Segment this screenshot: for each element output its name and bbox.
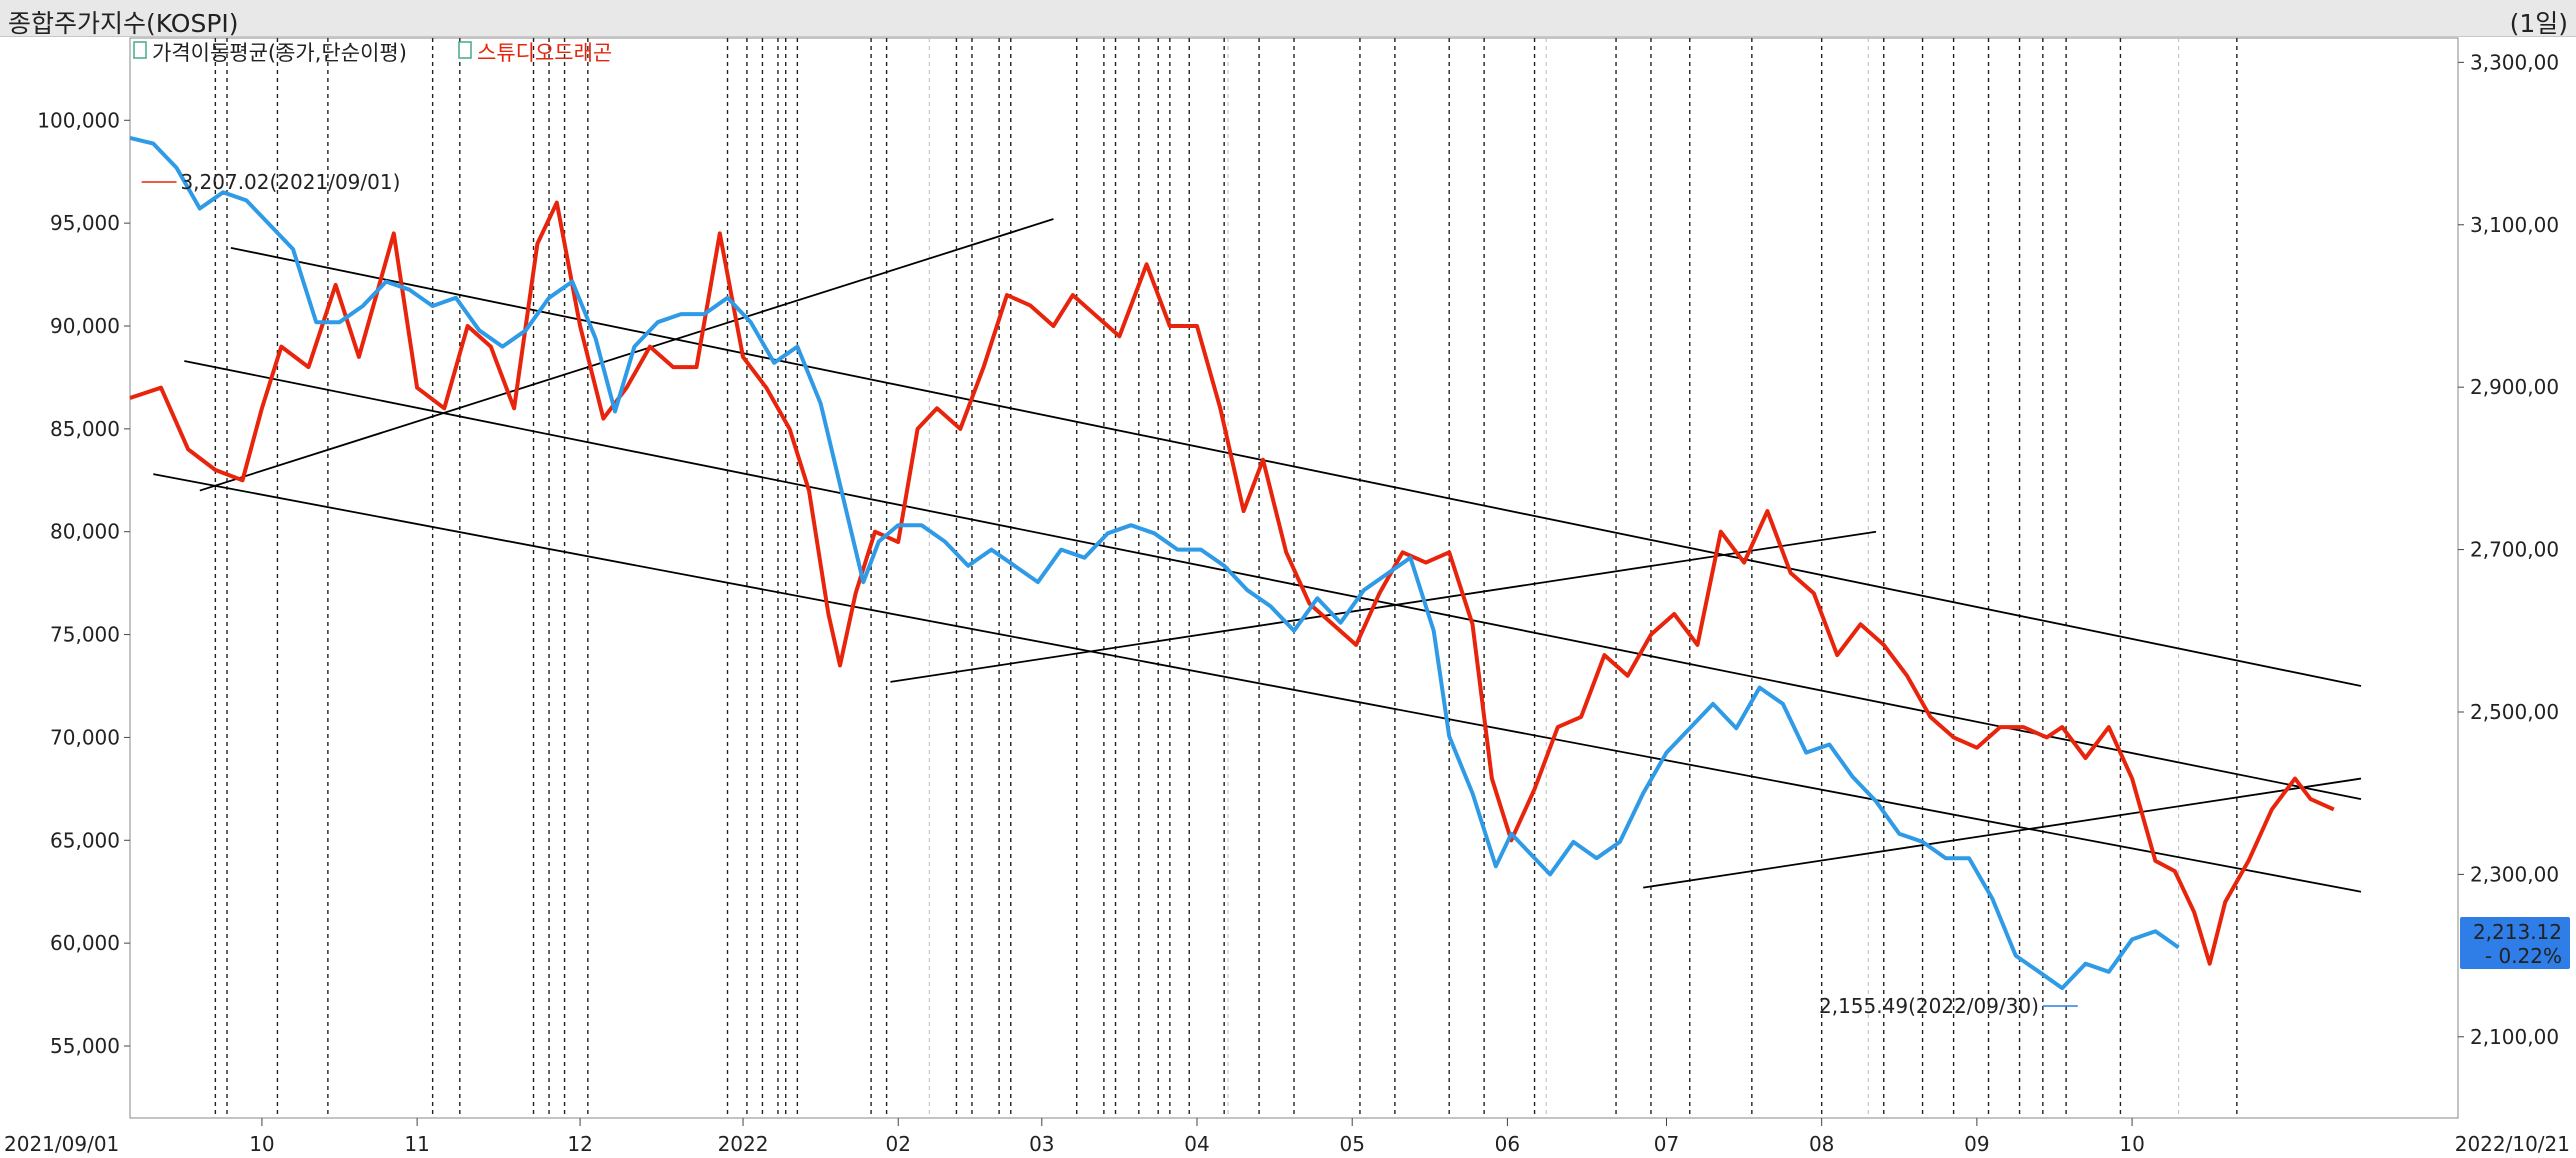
left-tick-label: 70,000 — [50, 725, 120, 749]
checkbox-icon[interactable] — [133, 41, 147, 59]
left-tick-label: 95,000 — [50, 211, 120, 235]
trend-line — [230, 246, 2362, 687]
right-tick-label: 2,100,00 — [2470, 1025, 2559, 1049]
right-tick-label: 3,300,00 — [2470, 50, 2559, 74]
x-tick-label: 09 — [1964, 1132, 1989, 1156]
last-change-text: - 0.22% — [2485, 944, 2562, 968]
x-tick-label: 2022/10/21 — [2455, 1132, 2570, 1156]
last-value-badge — [2460, 916, 2570, 969]
left-tick-label: 80,000 — [50, 520, 120, 544]
legend-item-stock[interactable]: 스튜디오드래곤 — [477, 41, 612, 65]
legend-item-moving-average[interactable]: 가격이동평균(종가,단순이평) — [152, 41, 407, 65]
x-tick-label: 2021/09/01 — [4, 1132, 119, 1156]
stock-series-line[interactable] — [129, 200, 2335, 966]
chart-title: 종합주가지수(KOSPI) — [8, 9, 239, 38]
x-tick-label: 02 — [886, 1132, 911, 1156]
right-tick-label: 2,300,00 — [2470, 862, 2559, 886]
x-tick-label: 08 — [1809, 1132, 1834, 1156]
x-tick-label: 2022 — [718, 1132, 769, 1156]
trend-line — [890, 530, 1877, 683]
x-tick-label: 04 — [1184, 1132, 1209, 1156]
x-tick-label: 12 — [567, 1132, 592, 1156]
checkbox-icon[interactable] — [458, 41, 472, 59]
x-tick-label: 11 — [404, 1132, 429, 1156]
left-tick-label: 75,000 — [50, 623, 120, 647]
period-label[interactable]: (1일) — [2509, 9, 2568, 38]
left-tick-label: 55,000 — [50, 1034, 120, 1058]
left-tick-label: 60,000 — [50, 931, 120, 955]
x-tick-label: 10 — [2119, 1132, 2144, 1156]
x-tick-label: 10 — [249, 1132, 274, 1156]
annotation-low-label: 2,155.49(2022/09/30) — [1819, 994, 2039, 1018]
x-tick-label: 06 — [1495, 1132, 1520, 1156]
trend-line — [199, 218, 1054, 492]
x-tick-label: 05 — [1339, 1132, 1364, 1156]
annotation-high-label: 3,207.02(2021/09/01) — [180, 170, 400, 194]
title-bar: 종합주가지수(KOSPI) (1일) — [0, 0, 2576, 38]
trend-line — [184, 360, 2362, 801]
x-tick-label: 03 — [1029, 1132, 1054, 1156]
left-tick-label: 85,000 — [50, 417, 120, 441]
right-tick-label: 2,700,00 — [2470, 538, 2559, 562]
right-tick-label: 2,900,00 — [2470, 375, 2559, 399]
last-value-text: 2,213.12 — [2473, 920, 2562, 944]
trend-line — [153, 473, 2362, 893]
right-tick-label: 3,100,00 — [2470, 213, 2559, 237]
x-tick-label: 07 — [1654, 1132, 1679, 1156]
left-tick-label: 90,000 — [50, 314, 120, 338]
left-tick-label: 100,000 — [37, 108, 120, 132]
right-tick-label: 2,500,00 — [2470, 700, 2559, 724]
trend-line — [1643, 777, 2362, 889]
kospi-series-line[interactable] — [129, 135, 2180, 991]
left-tick-label: 65,000 — [50, 828, 120, 852]
